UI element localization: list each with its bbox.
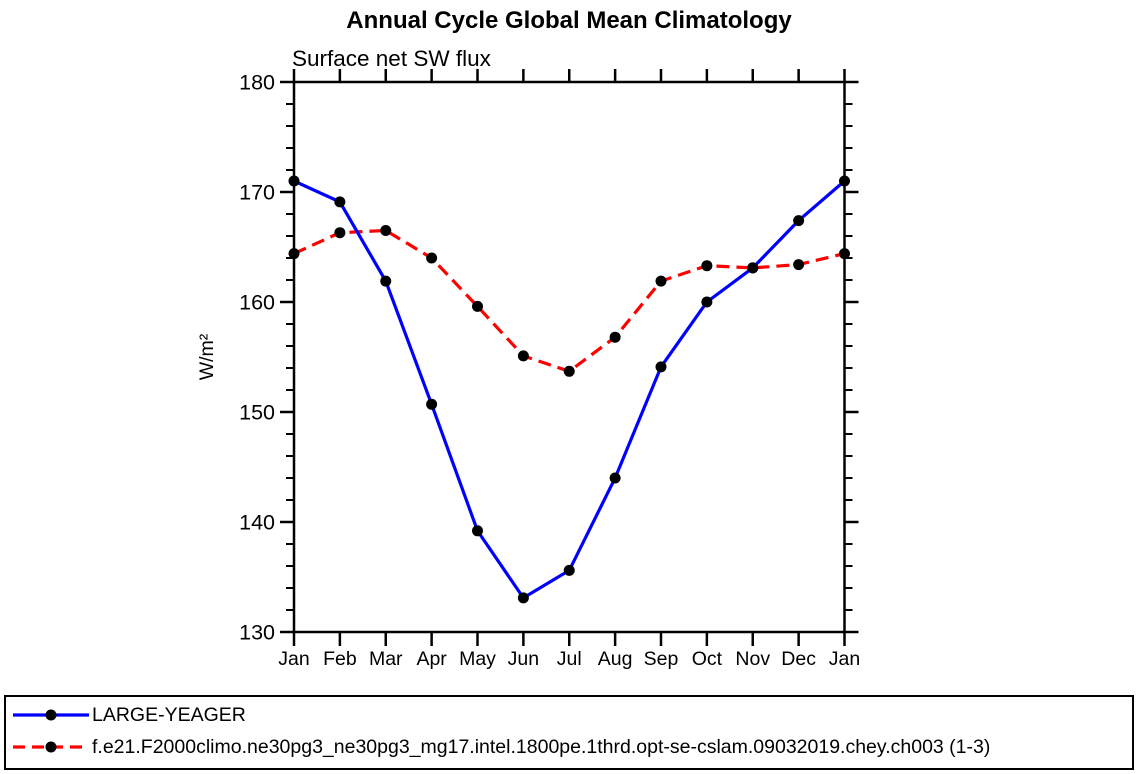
data-point-marker (426, 398, 438, 410)
chart-subtitle: Surface net SW flux (292, 46, 491, 71)
data-point-marker (793, 259, 805, 271)
legend-entry-model-run: f.e21.F2000climo.ne30pg3_ne30pg3_mg17.in… (11, 734, 990, 760)
data-point-marker (839, 175, 850, 187)
chart-title: Annual Cycle Global Mean Climatology (346, 7, 792, 34)
data-point-marker (380, 225, 392, 236)
data-point-marker (288, 248, 300, 260)
y-axis-tick-label: 170 (239, 181, 275, 205)
data-point-marker (517, 350, 529, 362)
legend: LARGE-YEAGER f.e21.F2000climo.ne30pg3_ne… (4, 695, 1134, 770)
legend-entry-large-yeager: LARGE-YEAGER (11, 702, 246, 728)
data-point-marker (655, 361, 667, 373)
y-axis-label: W/m² (196, 333, 218, 380)
data-point-marker (655, 275, 667, 287)
y-axis-tick-label: 150 (239, 401, 275, 425)
x-axis-tick-label: Mar (369, 648, 403, 670)
data-point-marker (563, 564, 575, 576)
data-point-marker (288, 175, 300, 187)
x-axis-tick-label: Sep (644, 648, 679, 670)
data-point-marker (701, 296, 713, 308)
y-axis-tick-label: 130 (239, 621, 275, 645)
data-point-marker (472, 300, 483, 312)
data-point-marker (426, 252, 438, 264)
x-axis-tick-label: Jun (508, 648, 539, 670)
x-axis-tick-label: Jul (557, 648, 582, 670)
data-point-marker (334, 196, 346, 208)
plot-area: Jan Feb Mar Apr May Jun Jul Aug Sep Oct Nov Dec Jan1… (196, 69, 860, 670)
y-axis-tick-label: 140 (239, 511, 275, 535)
data-point-marker (334, 227, 346, 239)
x-axis-tick-label: Feb (323, 648, 357, 670)
x-axis-tick-label: Nov (735, 648, 770, 670)
series-line-large-yeager (293, 179, 846, 601)
y-axis-tick-label: 180 (239, 71, 275, 95)
x-axis-tick-label: Dec (781, 648, 816, 670)
axis-frame (292, 80, 846, 634)
x-axis-tick-label: Jan (829, 648, 860, 670)
x-axis-tick-label: Jan (278, 648, 309, 670)
legend-label: f.e21.F2000climo.ne30pg3_ne30pg3_mg17.in… (92, 735, 991, 758)
data-point-marker (793, 215, 805, 227)
data-point-marker (517, 592, 529, 604)
data-point-marker (609, 331, 621, 343)
y-axis-tick-label: 160 (239, 291, 275, 315)
x-axis-tick-label: May (459, 648, 496, 670)
data-point-marker (563, 365, 575, 377)
x-axis-tick-label: Oct (692, 648, 723, 670)
x-axis-tick-label: Aug (598, 648, 633, 670)
series-line-model-run (293, 228, 845, 374)
data-point-marker (472, 525, 483, 537)
legend-dashed-line-sample (13, 741, 89, 753)
data-point-marker (701, 260, 713, 272)
legend-solid-line-sample (13, 709, 89, 721)
data-point-marker (839, 248, 850, 260)
data-point-marker (609, 472, 621, 484)
data-point-marker (747, 262, 759, 274)
legend-label: LARGE-YEAGER (92, 703, 246, 726)
x-axis-tick-label: Apr (416, 648, 447, 670)
data-point-marker (380, 275, 392, 287)
